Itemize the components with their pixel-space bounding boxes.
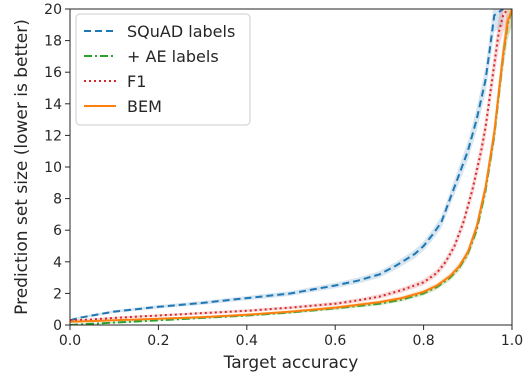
x-axis-label: Target accuracy xyxy=(223,353,359,373)
y-tick-label: 20 xyxy=(44,2,62,18)
plot-area xyxy=(70,9,512,325)
y-tick-label: 10 xyxy=(44,160,62,176)
y-axis-label: Prediction set size (lower is better) xyxy=(12,19,32,315)
legend-label-1: + AE labels xyxy=(127,47,219,66)
y-tick-label: 2 xyxy=(53,286,62,302)
axes: 0.0 0.2 0.4 0.6 0.8 1.0 0 2 4 6 8 10 12 14 16 18 20 xyxy=(44,2,523,349)
y-tick-label: 8 xyxy=(53,192,62,208)
y-tick-label: 18 xyxy=(44,34,62,50)
x-tick-label: 0.8 xyxy=(412,333,434,349)
x-tick-label: 0.4 xyxy=(236,333,258,349)
x-tick-label: 0.0 xyxy=(59,333,81,349)
x-tick-label: 0.2 xyxy=(147,333,169,349)
x-tick-label: 1.0 xyxy=(501,333,523,349)
legend-label-2: F1 xyxy=(127,72,146,91)
y-tick-label: 0 xyxy=(53,318,62,334)
legend-label-3: BEM xyxy=(127,97,162,116)
y-tick-label: 12 xyxy=(44,128,62,144)
legend: SQuAD labels + AE labels F1 BEM xyxy=(75,13,251,126)
series-line-0 xyxy=(70,9,504,322)
series-line-2 xyxy=(70,9,509,322)
x-tick-label: 0.6 xyxy=(324,333,346,349)
y-tick-label: 14 xyxy=(44,97,62,113)
legend-label-0: SQuAD labels xyxy=(127,22,235,41)
series-line-3 xyxy=(70,9,512,323)
legend-box xyxy=(75,13,251,126)
y-tick-label: 6 xyxy=(53,223,62,239)
y-tick-label: 16 xyxy=(44,65,62,81)
y-tick-label: 4 xyxy=(53,255,62,271)
